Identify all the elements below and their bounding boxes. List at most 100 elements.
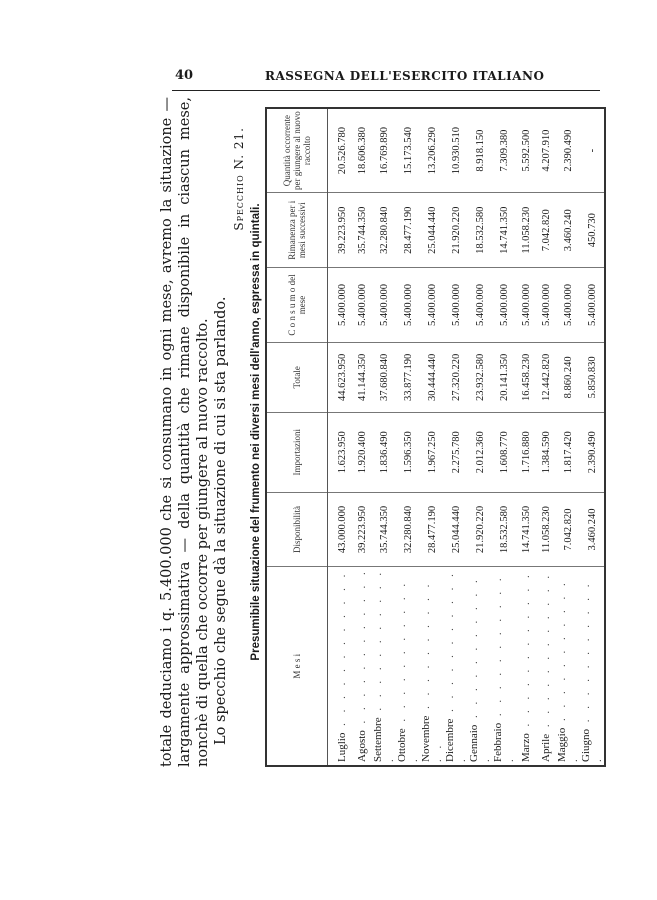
value-cell: 3.460.240 [580,492,605,567]
cell-text: 15.173.540 [402,127,414,175]
cell-text: 33.877.190 [402,353,414,401]
value-cell: 10.930.510 [444,108,468,193]
cell-text: 7.042.820 [562,508,574,551]
value-cell: 25.044.440 [420,192,444,268]
cell-text: Dicembre [444,718,456,762]
value-cell: 5.400.000 [444,267,468,343]
leader-dots: . . . . . . . . . . . . [520,571,532,734]
table-row: Aprile . . . . . . . . . . . . 11.058.230… [536,108,556,766]
cell-text: 32.280.840 [402,505,414,554]
cell-text: 4.207.910 [540,129,552,172]
cell-text: 30.444.440 [426,353,438,401]
cell-text: 5.400.000 [450,284,462,327]
cell-text: 3.460.240 [562,209,574,252]
column-header: C o n s u m o del mese [266,267,328,343]
cell-text: 8.918.150 [474,129,486,172]
month-cell: Aprile . . . . . . . . . . . . [536,567,556,766]
cell-text: Luglio [336,732,348,762]
cell-text: 10.930.510 [450,127,462,175]
column-header: M e s i [266,566,328,766]
month-cell: Novembre . . . . . . . . . . . . [420,567,444,766]
value-cell: 20.526.780 [327,108,352,193]
cell-text: 16.769.890 [378,127,390,175]
value-cell: 18.532.580 [492,492,516,567]
table-row: Febbraio . . . . . . . . . . . . 18.532.5… [492,108,516,766]
value-cell: 37.680.840 [372,342,396,413]
page-number: 40 [175,68,194,83]
value-cell: 2.390.490 [580,412,605,493]
value-cell: 14.741.350 [516,492,536,567]
value-cell: 44.623.950 [327,342,352,413]
cell-text: 39.223.950 [356,505,368,554]
value-cell: 16.769.890 [372,108,396,193]
cell-text: 1.716.880 [520,431,532,474]
cell-text: 44.623.950 [336,353,348,401]
value-cell: 21.920.220 [468,492,492,567]
cell-text: Ottobre [396,728,408,762]
cell-text: 3.460.240 [586,508,598,551]
table-row: Giugno . . . . . . . . . . . . 3.460.240 2… [580,108,605,766]
value-cell: 20.141.350 [492,342,516,413]
cell-text: 5.400.000 [336,284,348,327]
month-cell: Agosto . . . . . . . . . . . . [352,567,372,766]
table-row: Luglio . . . . . . . . . . . . 43.000.000… [327,108,352,766]
value-cell: 23.932.580 [468,342,492,413]
value-cell: 5.400.000 [372,267,396,343]
value-cell: 5.400.000 [468,267,492,343]
cell-text: 1.384.590 [540,431,552,474]
cell-text: 8.860.240 [562,356,574,399]
cell-text: 5.400.000 [356,284,368,327]
value-cell: 39.223.950 [327,192,352,268]
header-rule [172,90,600,91]
cell-text: 7.042.820 [540,209,552,252]
value-cell: 2.390.490 [556,108,580,193]
cell-text: 1.967.250 [426,431,438,474]
value-cell: 7.042.820 [556,492,580,567]
cell-text: Febbraio [492,722,504,762]
value-cell: 5.592.500 [516,108,536,193]
value-cell: 33.877.190 [396,342,420,413]
cell-text: 25.044.440 [450,505,462,554]
table-caption: Presumibile situazione del frumento nei … [250,203,262,661]
cell-text: 28.477.190 [402,206,414,254]
cell-text: 12.442.820 [540,353,552,401]
cell-text: Aprile [540,733,552,762]
cell-text: 14.741.350 [498,206,510,254]
cell-text: 1.817.420 [562,431,574,474]
value-cell: 27.320.220 [444,342,468,413]
cell-text: 18.532.580 [498,505,510,554]
table-row: Dicembre . . . . . . . . . . . . 25.044.4… [444,108,468,766]
value-cell: 2.275.780 [444,412,468,493]
cell-text: 2.390.490 [562,129,574,172]
cell-text: 18.532.580 [474,206,486,254]
month-cell: Marzo . . . . . . . . . . . . [516,567,536,766]
value-cell: 28.477.190 [396,192,420,268]
cell-text: Marzo [520,733,532,762]
value-cell: 32.280.840 [396,492,420,567]
value-cell: 11.058.230 [516,192,536,268]
cell-text: Agosto [356,730,368,762]
value-cell: 16.458.230 [516,342,536,413]
table-row: Gennaio . . . . . . . . . . . . 21.920.22… [468,108,492,766]
cell-text: 1.623.950 [336,431,348,474]
cell-text: 25.044.440 [426,206,438,254]
cell-text: 20.141.350 [498,353,510,401]
cell-text: 5.400.000 [586,284,598,327]
cell-text: 11.058.230 [540,506,552,553]
cell-text: 13.206.290 [426,127,438,175]
cell-text: Maggio [556,727,568,762]
month-cell: Giugno . . . . . . . . . . . . [580,567,605,766]
value-cell: 5.400.000 [580,267,605,343]
cell-text: 21.920.220 [474,505,486,554]
cell-text: 16.458.230 [520,353,532,401]
table-header-row: M e s i Disponibilità Importazioni Total… [266,108,328,766]
value-cell: 3.460.240 [556,192,580,268]
value-cell: 18.532.580 [468,192,492,268]
column-header: Rimanenza per i mesi successivi [266,192,328,268]
value-cell: 11.058.230 [536,492,556,567]
month-cell: Dicembre . . . . . . . . . . . . [444,567,468,766]
value-cell: 2.012.360 [468,412,492,493]
cell-text: 5.400.000 [540,284,552,327]
value-cell: 25.044.440 [444,492,468,567]
cell-text: 450.730 [586,213,598,248]
